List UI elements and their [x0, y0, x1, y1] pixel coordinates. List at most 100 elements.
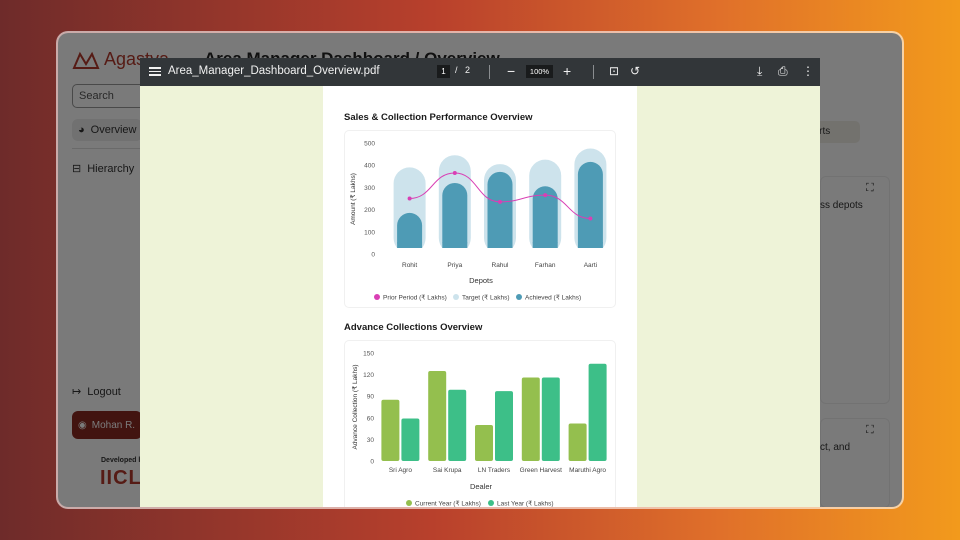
y-tick-label: 150: [363, 351, 374, 358]
legend-label: Prior Period (₹ Lakhs): [383, 294, 447, 302]
current-year-bar: [428, 371, 447, 461]
bar-base-mask: [484, 248, 516, 254]
more-options-icon[interactable]: ⋮: [802, 64, 814, 78]
legend-swatch: [453, 294, 459, 300]
menu-icon[interactable]: [149, 65, 161, 77]
achieved-bar-base: [532, 242, 558, 248]
prior-period-point: [407, 196, 412, 201]
user-name: Mohan R.: [91, 419, 136, 431]
sales-chart-card: 0 100 200 300 400 500 Amount (₹ Lakhs) Rohit Pri…: [344, 130, 616, 308]
achieved-bar-base: [397, 242, 423, 248]
x-tick-label: Rahul: [492, 262, 510, 269]
sales-chart: 0 100 200 300 400 500 Amount (₹ Lakhs) Rohit Pri…: [349, 141, 607, 302]
y-axis-label: Amount (₹ Lakhs): [349, 173, 357, 225]
x-tick-label: Priya: [447, 262, 462, 269]
page-number-input[interactable]: 1: [437, 65, 450, 78]
achieved-bar: [577, 161, 603, 254]
legend-label: Current Year (₹ Lakhs): [415, 500, 481, 508]
user-profile-button[interactable]: ◉ Mohan R.: [72, 411, 142, 439]
bg-card-text: ss depots: [820, 200, 863, 211]
developer-logo: IICL: [100, 467, 142, 489]
logout-button[interactable]: ↦ Logout: [72, 385, 121, 399]
total-pages: 2: [465, 65, 471, 75]
y-tick-label: 60: [367, 415, 375, 422]
prior-period-point: [543, 193, 548, 198]
last-year-bar: [448, 389, 467, 461]
current-year-bar: [521, 377, 540, 461]
last-year-bar: [495, 391, 513, 461]
hierarchy-icon: ⊟: [72, 163, 82, 175]
x-tick-label: Green Harvest: [520, 467, 562, 474]
legend-swatch: [516, 294, 522, 300]
x-tick-label: Aarti: [584, 262, 597, 269]
achieved-bar: [532, 186, 558, 254]
bg-card-text-2: ct, and: [820, 442, 851, 453]
x-tick-label: LN Traders: [478, 467, 511, 474]
sidebar-item-hierarchy[interactable]: ⊟ Hierarchy: [72, 162, 135, 176]
prior-period-point: [588, 216, 593, 221]
toolbar-divider: [593, 65, 594, 79]
y-tick-label: 500: [364, 141, 375, 148]
x-tick-label: Farhan: [535, 262, 556, 269]
achieved-bar-base: [487, 242, 513, 248]
advance-chart-title: Advance Collections Overview: [344, 322, 483, 333]
last-year-bar: [401, 418, 420, 461]
sidebar-divider: [72, 148, 142, 149]
print-icon[interactable]: ⎙: [778, 64, 788, 78]
bg-card-2: [820, 418, 890, 507]
prior-period-point: [498, 199, 502, 204]
achieved-bar: [442, 182, 468, 254]
zoom-in-icon[interactable]: +: [563, 63, 572, 79]
prior-period-point: [452, 170, 457, 175]
bar-base-mask: [529, 248, 562, 254]
bar-base-mask: [393, 248, 426, 254]
pdf-viewer: Sales & Collection Performance Overview …: [140, 58, 820, 507]
zoom-out-icon[interactable]: −: [507, 63, 516, 79]
pdf-page: Sales & Collection Performance Overview …: [323, 86, 637, 507]
y-tick-label: 0: [371, 252, 375, 259]
y-tick-label: 120: [363, 372, 374, 379]
toolbar-divider: [489, 65, 490, 79]
rotate-icon[interactable]: ↺: [630, 64, 641, 78]
y-tick-label: 400: [364, 163, 375, 170]
y-tick-label: 90: [367, 394, 375, 401]
pie-chart-icon: ◕: [78, 124, 85, 136]
y-axis-label: Advance Collection (₹ Lakhs): [351, 364, 359, 449]
current-year-bar: [381, 399, 400, 461]
pdf-toolbar: Area_Manager_Dashboard_Overview.pdf 1 / …: [140, 58, 820, 86]
y-tick-label: 300: [364, 185, 375, 192]
achieved-bar-base: [577, 242, 603, 248]
x-tick-label: Maruthi Agro: [569, 467, 606, 474]
y-tick-label: 200: [364, 207, 375, 214]
legend-label: Last Year (₹ Lakhs): [497, 500, 554, 508]
x-tick-label: Sai Krupa: [433, 467, 462, 474]
bar-base-mask: [438, 248, 471, 254]
zoom-level-input[interactable]: 100%: [526, 65, 553, 78]
legend-label: Target (₹ Lakhs): [462, 294, 510, 302]
x-axis-label: Dealer: [470, 482, 493, 491]
achieved-bar: [487, 171, 513, 254]
bar-base-mask: [574, 248, 607, 254]
sidebar-item-label: Overview: [90, 124, 137, 136]
legend-swatch: [488, 500, 494, 506]
advance-chart-card: 0 30 60 90 120 150 Advance Collection (₹ Lakhs…: [344, 340, 616, 507]
y-tick-label: 0: [370, 459, 374, 466]
download-icon[interactable]: ⤓: [757, 64, 763, 78]
expand-icon[interactable]: ⛶: [866, 424, 874, 436]
sidebar-item-overview[interactable]: ◕ Overview: [72, 119, 142, 141]
logout-icon: ↦: [72, 386, 82, 398]
lotus-icon: [72, 51, 100, 69]
y-tick-label: 100: [364, 229, 375, 236]
last-year-bar: [588, 363, 607, 461]
expand-icon[interactable]: ⛶: [866, 182, 874, 194]
sales-chart-title: Sales & Collection Performance Overview: [344, 112, 533, 123]
user-icon: ◉: [78, 419, 87, 431]
last-year-bar: [541, 377, 560, 461]
sidebar-item-label: Hierarchy: [87, 162, 135, 175]
legend-label: Achieved (₹ Lakhs): [525, 294, 581, 302]
pdf-file-name: Area_Manager_Dashboard_Overview.pdf: [168, 65, 380, 77]
current-year-bar: [475, 425, 493, 461]
logout-label: Logout: [87, 385, 121, 398]
fit-page-icon[interactable]: ⊡: [609, 64, 620, 78]
advance-chart: 0 30 60 90 120 150 Advance Collection (₹ Lakhs…: [351, 351, 607, 508]
